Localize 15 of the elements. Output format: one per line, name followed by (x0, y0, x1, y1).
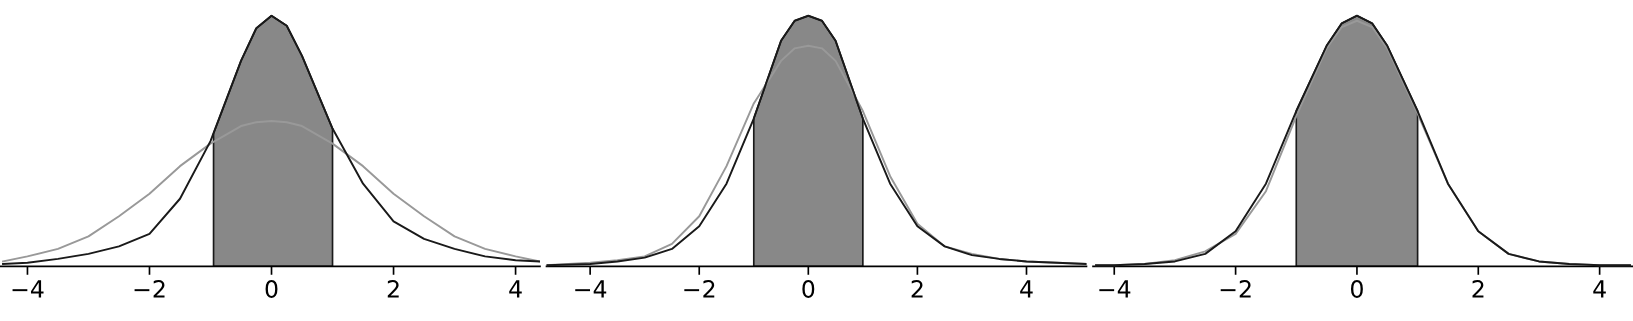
x-tick-label: 2 (911, 280, 923, 298)
x-tick-label: 2 (387, 280, 399, 298)
x-tick-label: 2 (1472, 280, 1484, 298)
x-tick-label: 4 (1593, 280, 1606, 298)
x-tick-label: −2 (684, 280, 715, 298)
x-tick-label: −4 (12, 280, 44, 298)
x-tick-label: 0 (802, 280, 815, 298)
x-tick-label: 0 (1350, 280, 1363, 298)
x-tick-label: −4 (1099, 280, 1131, 298)
x-tick-label: −4 (575, 280, 607, 298)
x-tick-label: 4 (509, 280, 522, 298)
x-tick-label: −2 (134, 280, 165, 298)
x-tick-label: −2 (1220, 280, 1251, 298)
x-tick-label: 4 (1020, 280, 1033, 298)
x-tick-label: 0 (265, 280, 278, 298)
